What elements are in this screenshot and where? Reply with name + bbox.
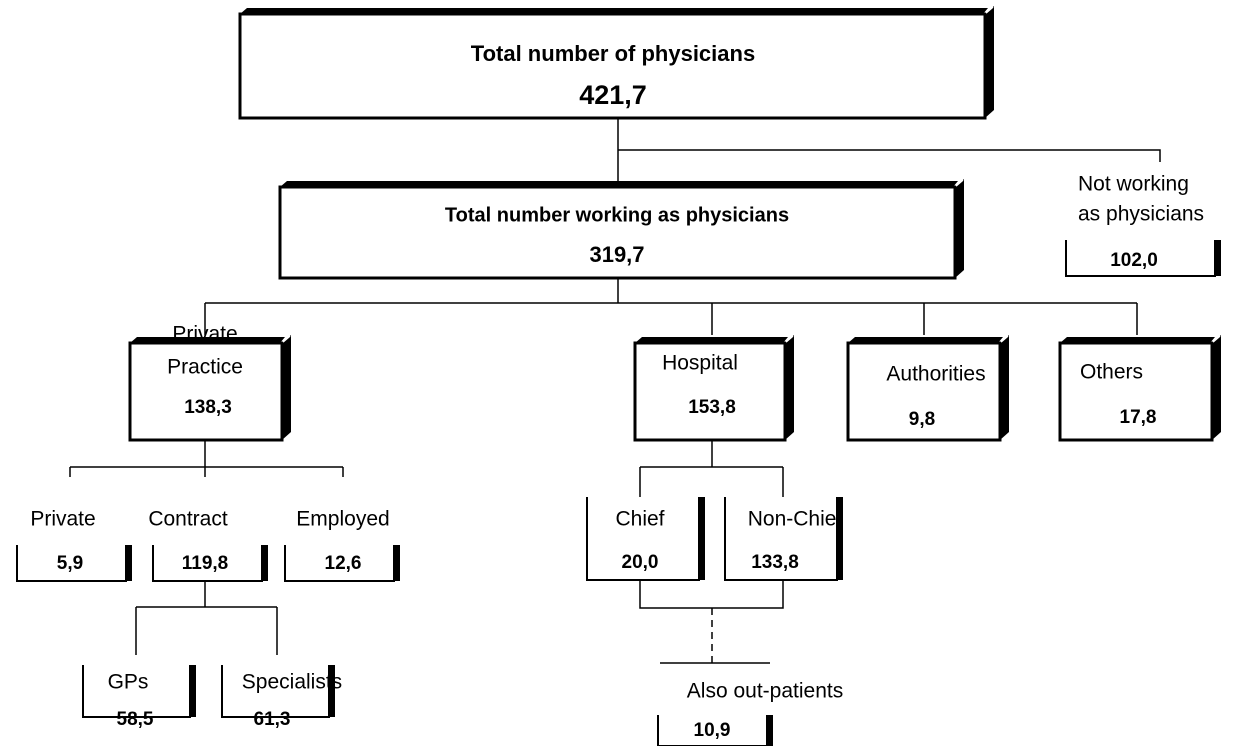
box-top: [280, 181, 958, 187]
node-label: Others: [1080, 361, 1143, 384]
node-label: Not working: [1078, 173, 1189, 196]
connector: [617, 118, 1161, 185]
node-label: Authorities: [886, 363, 985, 386]
node-label: Contract: [148, 508, 228, 531]
node-value: 421,7: [579, 80, 647, 110]
connectors: [69, 118, 1161, 664]
box-corner: [785, 335, 794, 343]
node-value: 102,0: [1110, 250, 1158, 271]
node-label: as physicians: [1078, 203, 1204, 226]
box-top: [848, 337, 1003, 343]
node-value: 12,6: [325, 553, 362, 574]
node-value: 61,3: [254, 709, 291, 730]
node-label: Hospital: [662, 352, 738, 375]
box-side: [698, 497, 705, 580]
box-corner: [282, 335, 291, 343]
connector: [69, 440, 344, 477]
node-value: 5,9: [57, 553, 83, 574]
node-value: 10,9: [694, 720, 731, 741]
box-top: [240, 8, 988, 14]
box-bracket: [586, 497, 700, 581]
node-value: 133,8: [751, 552, 799, 573]
node-value: 20,0: [622, 552, 659, 573]
box-side: [1214, 240, 1221, 276]
box: [1058, 341, 1214, 442]
node-label: Private: [30, 508, 95, 531]
box-side: [282, 335, 291, 440]
box: [278, 185, 957, 280]
box-bracket: [657, 715, 768, 746]
box-top: [1060, 337, 1215, 343]
box-bracket: [1065, 240, 1216, 277]
box-top: [635, 337, 788, 343]
box-bracket: [284, 545, 395, 582]
box: [846, 341, 1002, 442]
box-side: [985, 6, 994, 118]
box-side: [328, 665, 335, 717]
node-label: Practice: [167, 356, 243, 379]
box: [238, 12, 987, 120]
box-bracket: [82, 665, 191, 718]
node-value: 153,8: [688, 397, 736, 418]
node-value: 138,3: [184, 397, 232, 418]
node-value: 17,8: [1120, 407, 1157, 428]
box-side: [189, 665, 196, 717]
box-side: [125, 545, 132, 581]
box-side: [261, 545, 268, 581]
box-side: [393, 545, 400, 581]
node-label: Employed: [296, 508, 389, 531]
box-top: [130, 337, 285, 343]
node-value: 9,8: [909, 409, 935, 430]
box-corner: [1212, 335, 1221, 343]
box-bracket: [16, 545, 127, 582]
node-label: Total number of physicians: [471, 41, 755, 66]
box: [633, 341, 787, 442]
box-corner: [985, 6, 994, 14]
node-value: 319,7: [589, 242, 644, 267]
box-side: [785, 335, 794, 440]
connector: [135, 580, 278, 655]
node-label: Specialists: [242, 671, 342, 694]
box-side: [1000, 335, 1009, 440]
connector: [204, 278, 1138, 335]
node-value: 58,5: [117, 709, 154, 730]
box-corner: [1000, 335, 1009, 343]
connector: [639, 440, 784, 497]
node-label: Non-Chief: [748, 508, 843, 531]
box-side: [955, 179, 964, 278]
node-label: Total number working as physicians: [445, 204, 789, 226]
node-value: 119,8: [182, 553, 229, 574]
box-side: [1212, 335, 1221, 440]
node-label: Also out-patients: [687, 680, 843, 703]
box-side: [766, 715, 773, 746]
box-bracket: [152, 545, 263, 582]
node-label: Chief: [615, 508, 664, 531]
box-bracket: [221, 665, 330, 718]
box-bracket: [724, 497, 838, 581]
box-corner: [955, 179, 964, 187]
box-side: [836, 497, 843, 580]
node-label: Private: [172, 323, 237, 346]
node-label: GPs: [108, 671, 149, 694]
